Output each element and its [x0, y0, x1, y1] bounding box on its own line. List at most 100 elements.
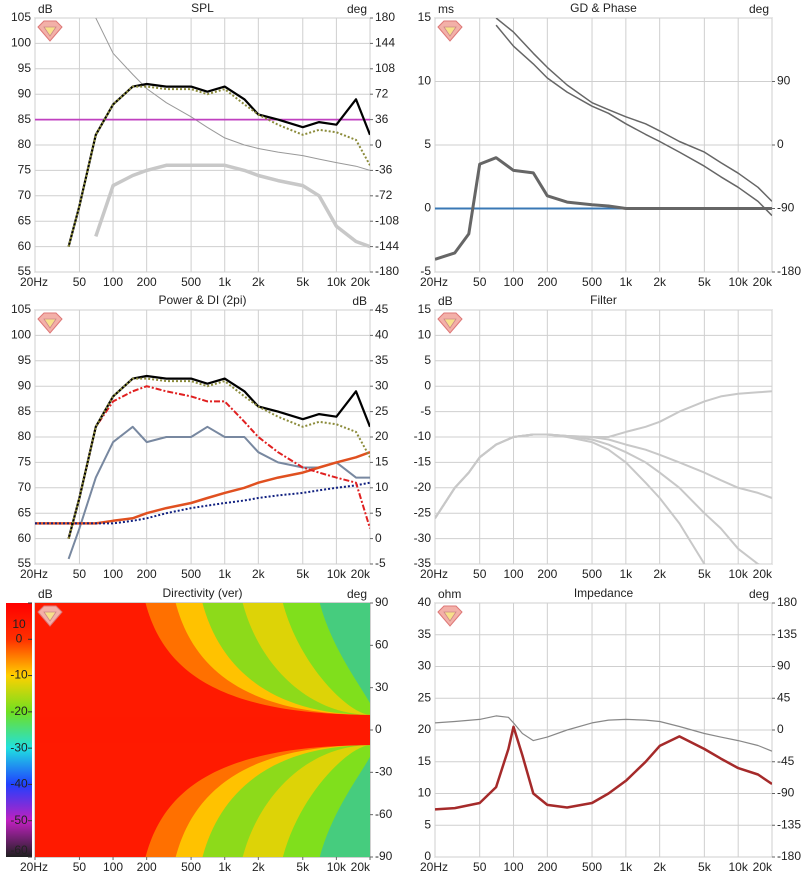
y-tick-label: -35: [414, 556, 432, 570]
series-group: [35, 18, 370, 249]
y-tick-label: 100: [11, 328, 31, 342]
series-group: [435, 18, 772, 261]
heat-region: [319, 603, 370, 715]
colorbar-tick-label: -40: [10, 777, 28, 791]
series-line: [67, 385, 370, 539]
y-tick-label: 25: [418, 690, 432, 704]
series-line: [435, 433, 706, 564]
x-tick-label: 2k: [252, 275, 266, 289]
series-group: [435, 715, 772, 811]
x-tick-label: 1k: [620, 860, 634, 874]
colorbar-tick-label: -60: [10, 843, 28, 857]
y2-tick-label: 0: [777, 722, 784, 736]
y2-tick-label: 144: [375, 36, 395, 50]
x-tick-label: 20k: [351, 567, 371, 581]
y2-tick-label: -90: [777, 201, 795, 215]
x-tick-label: 200: [137, 567, 157, 581]
x-tick-label: 10k: [729, 860, 749, 874]
y-tick-label: 85: [18, 404, 32, 418]
y-tick-label: 70: [18, 188, 32, 202]
y-tick-label: 95: [18, 61, 32, 75]
x-tick-label: 200: [137, 275, 157, 289]
series-line: [435, 156, 772, 261]
chart-title: Power & DI (2pi): [158, 293, 246, 307]
x-tick-label: 20k: [351, 275, 371, 289]
panel: 20Hz 50 100 200 500 1k 2k 5k 10k 20k5560657075808…: [11, 293, 389, 581]
x-tick-label: 5k: [296, 860, 310, 874]
chart-title: SPL: [191, 1, 214, 15]
y-tick-label: -30: [414, 531, 432, 545]
chart-title: Impedance: [574, 586, 634, 600]
y2-tick-label: 72: [375, 86, 389, 100]
y2-tick-label: 5: [375, 505, 382, 519]
x-tick-label: 1k: [218, 567, 232, 581]
x-tick-label: 10k: [327, 860, 347, 874]
y-tick-label: 65: [18, 505, 32, 519]
x-tick-label: 100: [103, 275, 123, 289]
colorbar-tick-label: -10: [10, 668, 28, 682]
x-tick-label: 10k: [327, 567, 347, 581]
x-tick-label: 20Hz: [20, 275, 48, 289]
x-tick-label: 500: [582, 860, 602, 874]
x-tick-label: 2k: [653, 567, 667, 581]
y2-axis-label: deg: [347, 2, 367, 16]
y-tick-label: 35: [418, 627, 432, 641]
colorbar-tick-label: -30: [10, 740, 28, 754]
logo-mark: [443, 611, 457, 622]
y2-tick-label: 0: [777, 137, 784, 151]
y-tick-label: -5: [420, 264, 431, 278]
y-tick-label: 55: [18, 556, 32, 570]
chart-title: Directivity (ver): [163, 586, 243, 600]
y-tick-label: 40: [418, 595, 432, 609]
x-tick-label: 50: [473, 567, 487, 581]
series-line: [35, 451, 370, 525]
y-tick-label: 75: [18, 163, 32, 177]
y-tick-label: 15: [418, 10, 432, 24]
x-tick-label: 100: [504, 567, 524, 581]
series-line: [495, 24, 772, 217]
logo-mark: [443, 318, 457, 329]
x-tick-label: 2k: [252, 567, 266, 581]
y2-tick-label: -135: [777, 817, 801, 831]
x-tick-label: 200: [137, 860, 157, 874]
y2-tick-label: -144: [375, 239, 399, 253]
x-tick-label: 2k: [653, 860, 667, 874]
logo-mark: [43, 318, 57, 329]
y-axis-label: ms: [438, 2, 454, 16]
y2-tick-label: 10: [375, 480, 389, 494]
y2-tick-label: 36: [375, 112, 389, 126]
x-tick-label: 1k: [218, 275, 232, 289]
x-tick-label: 50: [73, 860, 87, 874]
x-tick-label: 10k: [729, 275, 749, 289]
x-tick-label: 50: [73, 275, 87, 289]
x-tick-label: 50: [473, 860, 487, 874]
y-tick-label: -25: [414, 505, 432, 519]
x-tick-label: 50: [73, 567, 87, 581]
x-tick-label: 20Hz: [420, 275, 448, 289]
x-tick-label: 1k: [620, 567, 634, 581]
y-tick-label: 95: [18, 353, 32, 367]
y2-tick-label: 90: [375, 595, 389, 609]
y-tick-label: 85: [18, 112, 32, 126]
y-tick-label: 70: [18, 480, 32, 494]
x-tick-label: 200: [537, 275, 557, 289]
heat-center: [35, 717, 370, 743]
y2-tick-label: -72: [375, 188, 393, 202]
x-tick-label: 5k: [698, 567, 712, 581]
x-tick-label: 500: [582, 567, 602, 581]
y2-tick-label: -90: [777, 786, 795, 800]
y-tick-label: 75: [18, 455, 32, 469]
y2-tick-label: 108: [375, 61, 395, 75]
y-tick-label: 30: [418, 659, 432, 673]
colorbar-tick-label: 10: [12, 617, 26, 631]
y2-tick-label: 40: [375, 328, 389, 342]
y2-tick-label: -5: [375, 556, 386, 570]
chart-title: Filter: [590, 293, 617, 307]
series-line: [35, 481, 370, 525]
series-line: [435, 715, 772, 752]
x-tick-label: 5k: [296, 567, 310, 581]
x-tick-label: 20k: [753, 275, 773, 289]
y-tick-label: 0: [424, 378, 431, 392]
